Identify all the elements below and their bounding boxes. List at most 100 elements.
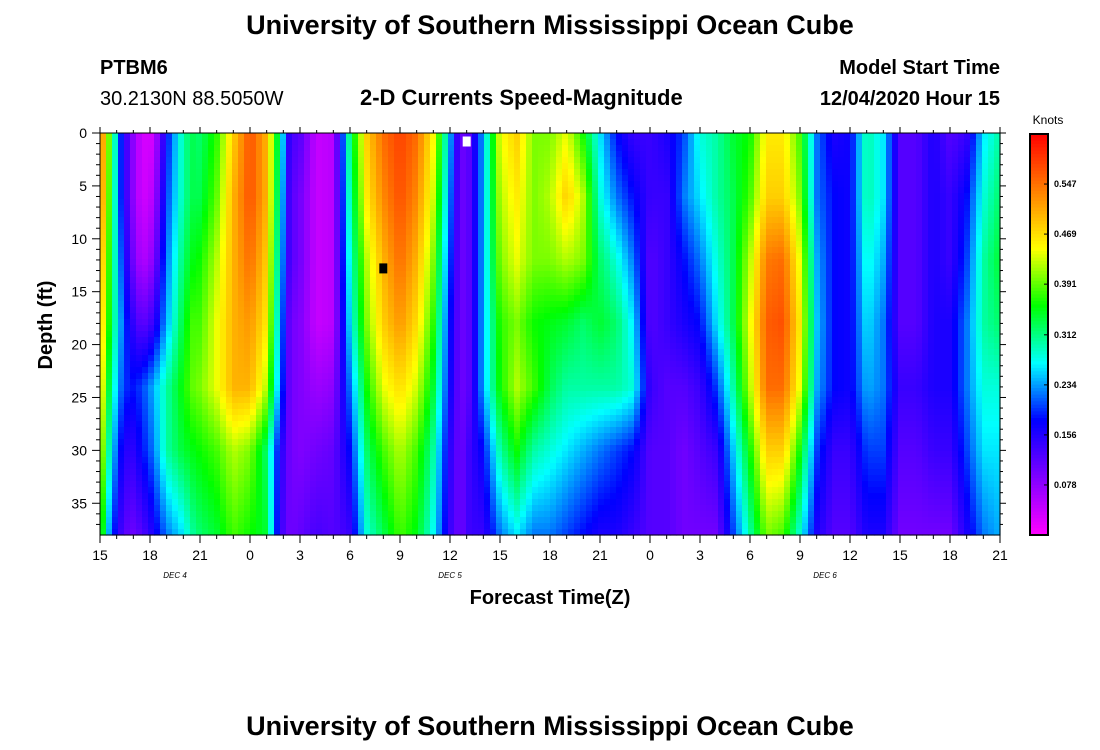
heatmap-cell [136, 253, 143, 260]
heatmap-cell [100, 151, 107, 158]
heatmap-cell [166, 319, 173, 326]
heatmap-cell [622, 289, 629, 296]
heatmap-cell [958, 247, 965, 254]
heatmap-cell [100, 217, 107, 224]
heatmap-cell [808, 325, 815, 332]
heatmap-cell [130, 253, 137, 260]
heatmap-cell [886, 181, 893, 188]
heatmap-cell [262, 229, 269, 236]
heatmap-cell [742, 193, 749, 200]
heatmap-cell [682, 259, 689, 266]
heatmap-cell [412, 271, 419, 278]
heatmap-cell [382, 163, 389, 170]
heatmap-cell [382, 205, 389, 212]
heatmap-cell [562, 163, 569, 170]
heatmap-cell [850, 205, 857, 212]
heatmap-cell [832, 223, 839, 230]
heatmap-cell [118, 163, 125, 170]
heatmap-cell [430, 217, 437, 224]
heatmap-cell [994, 157, 1001, 164]
heatmap-cell [604, 175, 611, 182]
heatmap-cell [328, 187, 335, 194]
heatmap-cell [610, 133, 617, 140]
heatmap-cell [832, 313, 839, 320]
heatmap-cell [772, 187, 779, 194]
heatmap-cell [178, 157, 185, 164]
heatmap-cell [502, 301, 509, 308]
heatmap-cell [916, 319, 923, 326]
heatmap-cell [532, 157, 539, 164]
heatmap-cell [820, 235, 827, 242]
heatmap-cell [904, 187, 911, 194]
heatmap-cell [436, 199, 443, 206]
heatmap-cell [466, 217, 473, 224]
heatmap-cell [280, 271, 287, 278]
heatmap-cell [634, 139, 641, 146]
heatmap-cell [484, 139, 491, 146]
heatmap-cell [208, 139, 215, 146]
heatmap-cell [586, 313, 593, 320]
heatmap-cell [130, 163, 137, 170]
heatmap-cell [832, 205, 839, 212]
heatmap-cell [724, 193, 731, 200]
heatmap-cell [694, 247, 701, 254]
heatmap-cell [502, 319, 509, 326]
heatmap-cell [928, 139, 935, 146]
heatmap-cell [352, 205, 359, 212]
heatmap-cell [748, 307, 755, 314]
heatmap-cell [262, 235, 269, 242]
heatmap-cell [106, 193, 113, 200]
heatmap-cell [958, 253, 965, 260]
heatmap-cell [754, 169, 761, 176]
heatmap-cell [796, 163, 803, 170]
heatmap-cell [268, 283, 275, 290]
heatmap-cell [244, 235, 251, 242]
heatmap-cell [244, 211, 251, 218]
heatmap-cell [214, 211, 221, 218]
heatmap-cell [256, 163, 263, 170]
heatmap-cell [778, 241, 785, 248]
heatmap-cell [124, 187, 131, 194]
heatmap-cell [718, 289, 725, 296]
heatmap-cell [940, 223, 947, 230]
heatmap-cell [412, 223, 419, 230]
heatmap-cell [286, 259, 293, 266]
heatmap-cell [292, 157, 299, 164]
heatmap-cell [910, 217, 917, 224]
heatmap-cell [592, 289, 599, 296]
heatmap-cell [772, 253, 779, 260]
heatmap-cell [850, 301, 857, 308]
heatmap-cell [376, 259, 383, 266]
heatmap-cell [142, 229, 149, 236]
heatmap-cell [868, 145, 875, 152]
heatmap-cell [262, 175, 269, 182]
heatmap-cell [874, 295, 881, 302]
heatmap-cell [790, 307, 797, 314]
heatmap-cell [592, 307, 599, 314]
heatmap-cell [100, 169, 107, 176]
heatmap-cell [292, 307, 299, 314]
heatmap-cell [400, 187, 407, 194]
heatmap-cell [400, 295, 407, 302]
heatmap-cell [406, 265, 413, 272]
heatmap-cell [742, 277, 749, 284]
heatmap-cell [616, 307, 623, 314]
heatmap-cell [244, 145, 251, 152]
heatmap-cell [292, 271, 299, 278]
heatmap-cell [196, 295, 203, 302]
heatmap-cell [328, 139, 335, 146]
heatmap-cell [208, 157, 215, 164]
heatmap-cell [562, 253, 569, 260]
heatmap-cell [838, 313, 845, 320]
heatmap-cell [676, 277, 683, 284]
heatmap-cell [172, 301, 179, 308]
heatmap-cell [124, 331, 131, 338]
heatmap-cell [340, 307, 347, 314]
heatmap-cell [214, 193, 221, 200]
heatmap-cell [832, 133, 839, 140]
heatmap-cell [874, 247, 881, 254]
heatmap-cell [622, 175, 629, 182]
heatmap-cell [760, 289, 767, 296]
heatmap-cell [832, 229, 839, 236]
heatmap-cell [646, 151, 653, 158]
